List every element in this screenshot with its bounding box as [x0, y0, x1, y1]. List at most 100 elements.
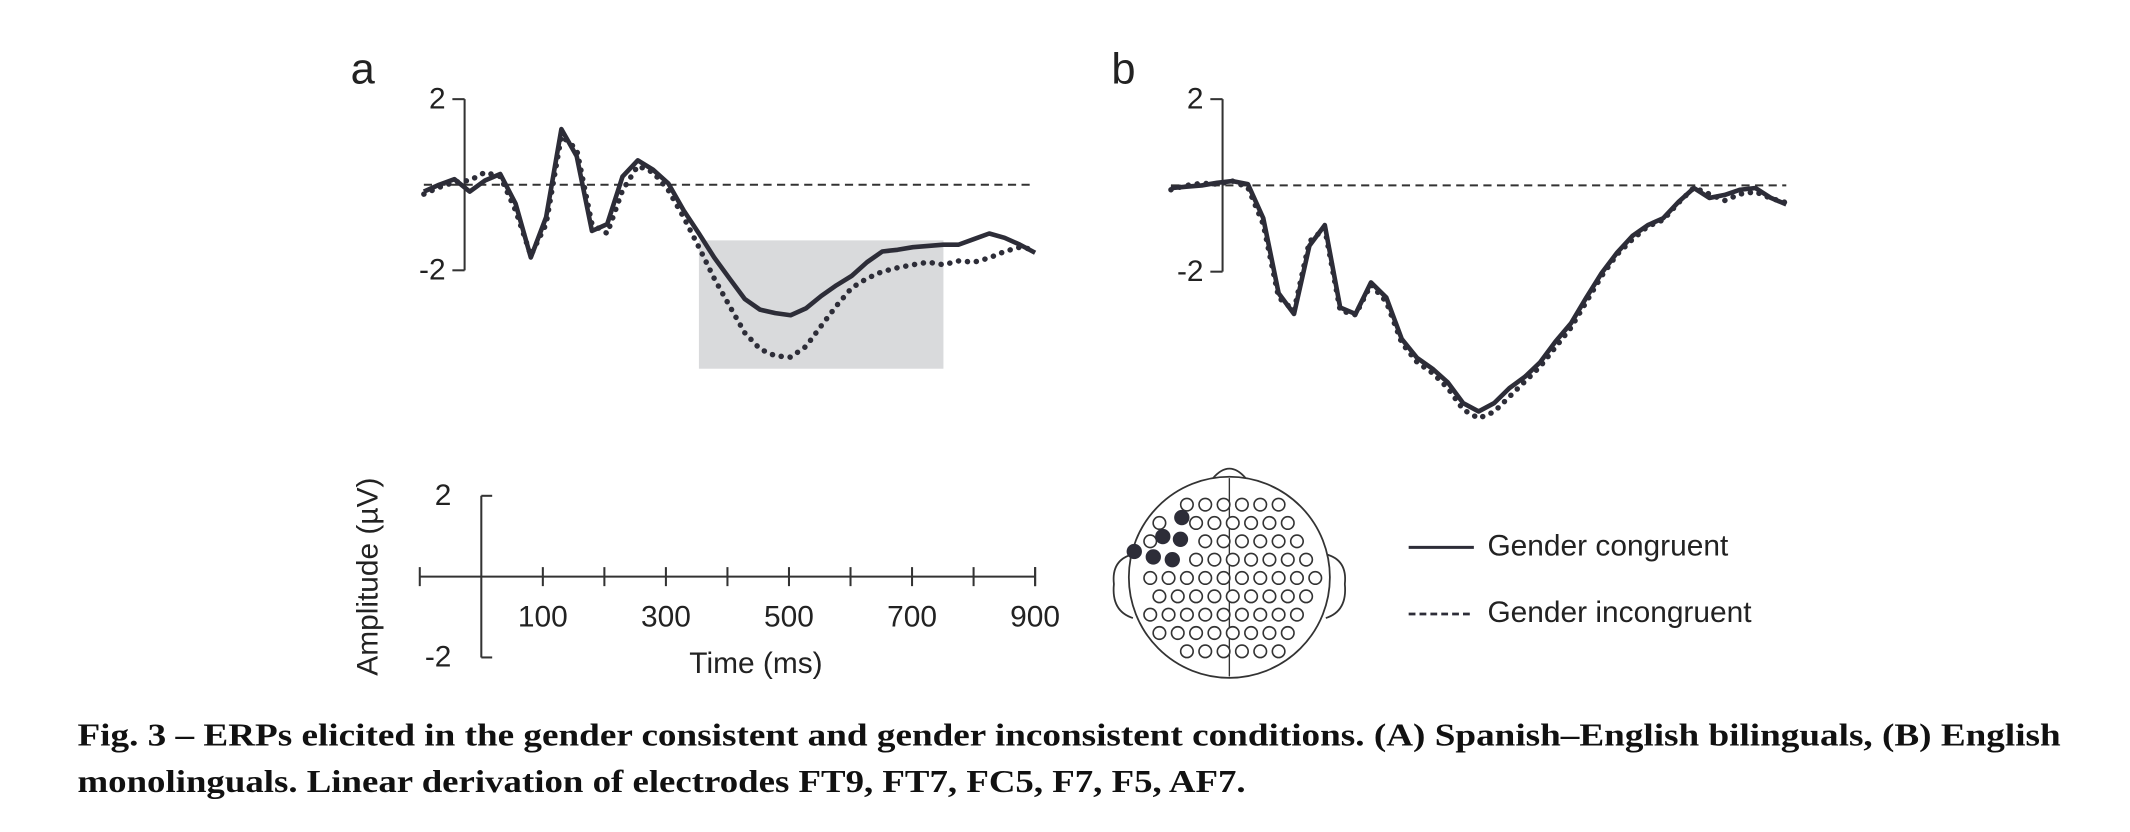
electrode [1143, 607, 1158, 622]
electrode [1216, 534, 1231, 549]
electrode [1234, 534, 1249, 549]
x-tick-label: 700 [887, 601, 937, 634]
electrode [1216, 607, 1231, 622]
y-tick-label: 2 [1187, 82, 1204, 115]
electrode [1216, 497, 1231, 512]
electrode [1289, 534, 1305, 549]
y-tick-label: -2 [419, 254, 446, 287]
electrode [1152, 515, 1167, 531]
electrode [1271, 607, 1286, 622]
electrode [1253, 644, 1268, 659]
caption-line: monolinguals. Linear derivation of elect… [77, 764, 1245, 799]
y-axis-label: Amplitude (µV) [351, 478, 384, 676]
electrode [1225, 589, 1240, 604]
electrode [1262, 625, 1277, 641]
selected-electrode [1145, 549, 1161, 565]
electrode [1271, 534, 1286, 549]
electrode [1189, 552, 1204, 567]
erp-line [422, 126, 1037, 318]
electrode [1244, 589, 1259, 604]
electrode [1198, 534, 1213, 549]
electrode [1280, 515, 1295, 531]
electrode [1170, 625, 1185, 641]
selected-electrode [1164, 551, 1180, 568]
legend-label: Gender incongruent [1487, 596, 1752, 629]
erp-line [1170, 178, 1788, 414]
x-axis-label: Time (ms) [689, 647, 822, 680]
electrode [1234, 644, 1249, 659]
electrode [1253, 534, 1268, 549]
analysis-window [698, 240, 944, 369]
electrode [1244, 552, 1259, 567]
erp-line [421, 133, 1038, 360]
electrode [1262, 552, 1277, 567]
selected-electrode [1172, 531, 1189, 547]
electrode [1280, 625, 1295, 641]
electrode [1280, 589, 1295, 604]
electrode [1244, 625, 1259, 641]
electrode [1216, 644, 1231, 659]
electrode [1216, 570, 1231, 586]
electrode [1179, 644, 1194, 659]
electrode [1207, 625, 1222, 641]
electrode [1189, 515, 1204, 531]
panel-label: b [1111, 45, 1135, 93]
electrode [1262, 589, 1277, 604]
electrode [1198, 497, 1213, 512]
electrode [1225, 515, 1240, 531]
electrode [1179, 497, 1194, 512]
electrode-map [1112, 467, 1347, 679]
electrode [1198, 607, 1213, 622]
electrode [1271, 570, 1286, 586]
y-tick-label: -2 [425, 641, 452, 674]
electrode [1143, 534, 1158, 549]
electrode [1271, 497, 1286, 512]
caption-line: Fig. 3 – ERPs elicited in the gender con… [77, 718, 2060, 753]
y-tick-label: -2 [1177, 255, 1204, 288]
selected-electrode [1126, 543, 1142, 560]
electrode [1179, 570, 1194, 586]
electrode [1161, 570, 1176, 586]
electrode [1280, 552, 1295, 567]
electrode [1207, 515, 1222, 531]
electrode [1262, 515, 1277, 531]
electrode [1189, 625, 1204, 641]
x-tick-label: 500 [764, 601, 814, 634]
electrode [1170, 589, 1185, 604]
electrode [1234, 607, 1249, 622]
electrode [1234, 570, 1249, 586]
electrode [1225, 552, 1240, 567]
nose [1212, 467, 1247, 479]
x-tick-label: 900 [1010, 601, 1060, 634]
x-tick-label: 100 [518, 601, 568, 634]
electrode [1189, 589, 1204, 604]
electrode [1143, 570, 1158, 586]
x-tick-label: 300 [641, 601, 691, 634]
selected-electrode [1174, 509, 1190, 526]
electrode [1299, 589, 1314, 604]
electrode [1179, 607, 1194, 622]
electrode [1253, 607, 1268, 622]
electrode [1253, 497, 1268, 512]
electrode [1308, 570, 1323, 586]
electrode [1198, 570, 1213, 586]
electrode [1161, 607, 1176, 622]
legend-label: Gender congruent [1487, 529, 1729, 562]
electrode [1152, 589, 1167, 604]
electrode [1225, 625, 1240, 641]
electrode [1207, 589, 1222, 604]
electrode [1271, 644, 1286, 659]
right-ear [1325, 553, 1347, 619]
electrode [1152, 625, 1167, 641]
electrode [1207, 552, 1222, 567]
electrode [1253, 570, 1268, 586]
left-ear [1112, 553, 1134, 619]
y-tick-label: 2 [435, 479, 452, 512]
electrode [1289, 570, 1305, 586]
electrode [1299, 552, 1314, 567]
electrode [1234, 497, 1249, 512]
panel-label: a [351, 45, 376, 93]
erp-line [1168, 178, 1790, 422]
